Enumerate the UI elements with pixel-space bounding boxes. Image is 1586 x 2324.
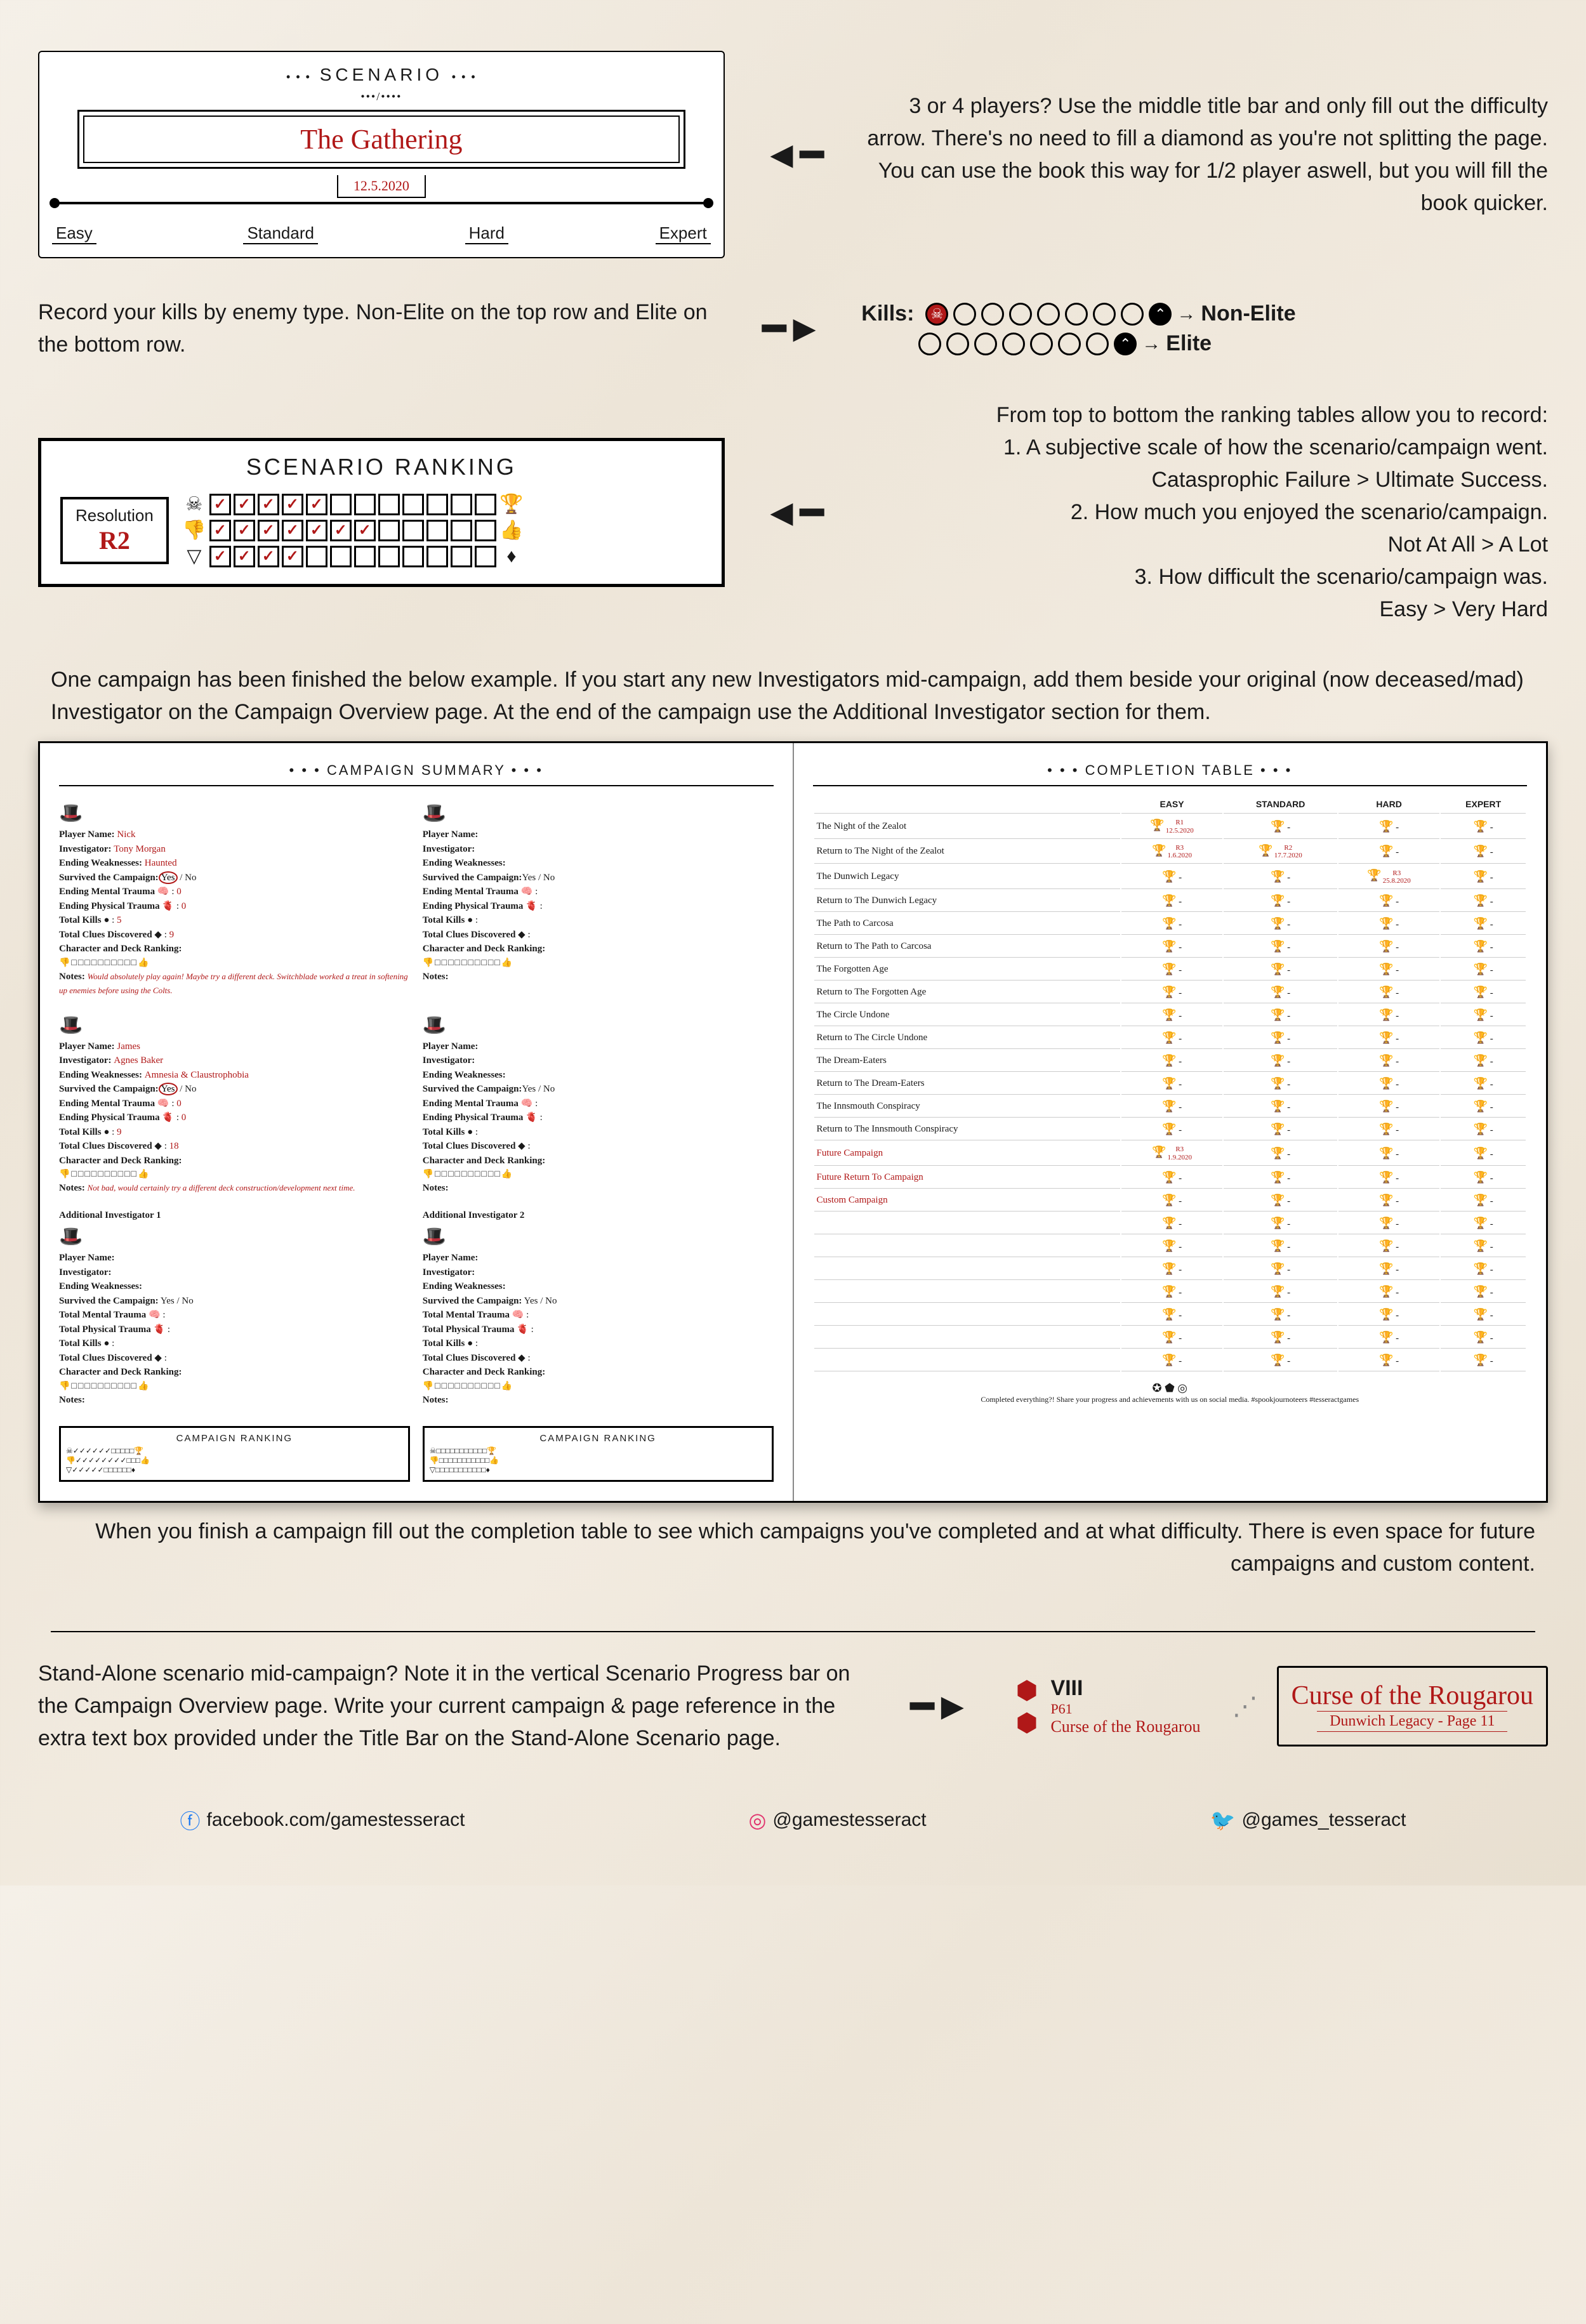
instruction-campaign-intro: One campaign has been finished the below… bbox=[51, 664, 1535, 729]
additional-investigator-block: Additional Investigator 2 🎩 Player Name:… bbox=[423, 1208, 774, 1408]
instruction-kills: Record your kills by enemy type. Non-Eli… bbox=[38, 296, 725, 361]
table-row: Return to The Dream-Eaters🏆 -🏆 -🏆 -🏆 - bbox=[814, 1073, 1526, 1095]
instagram-link[interactable]: ◎@gamestesseract bbox=[748, 1806, 926, 1835]
book-spread: • • • CAMPAIGN SUMMARY • • • 🎩 Player Na… bbox=[38, 741, 1548, 1503]
table-row: Future Campaign🏆R31.9.2020🏆 -🏆 -🏆 - bbox=[814, 1142, 1526, 1166]
scenario-title: The Gathering bbox=[300, 124, 462, 155]
kills-row-bottom: ⌃ → Elite bbox=[918, 331, 1548, 356]
investigator-block: 🎩 Player Name: Investigator: Ending Weak… bbox=[423, 1011, 774, 1196]
arrow-left-icon: ◄━ bbox=[750, 133, 836, 177]
table-row: The Forgotten Age🏆 -🏆 -🏆 -🏆 - bbox=[814, 959, 1526, 980]
title-reference-box: Curse of the Rougarou Dunwich Legacy - P… bbox=[1277, 1666, 1548, 1746]
table-row: 🏆 -🏆 -🏆 -🏆 - bbox=[814, 1304, 1526, 1326]
table-row: The Dream-Eaters🏆 -🏆 -🏆 -🏆 - bbox=[814, 1050, 1526, 1072]
difficulty-easy: Easy bbox=[52, 223, 96, 244]
twitter-icon: 🐦 bbox=[1210, 1808, 1236, 1832]
table-row: 🏆 -🏆 -🏆 -🏆 - bbox=[814, 1213, 1526, 1234]
table-row: Return to The Forgotten Age🏆 -🏆 -🏆 -🏆 - bbox=[814, 982, 1526, 1003]
hex-icon: ⬢ bbox=[1016, 1675, 1038, 1705]
arrow-left-icon: ◄━ bbox=[750, 491, 836, 535]
table-row: Future Return To Campaign🏆 -🏆 -🏆 -🏆 - bbox=[814, 1167, 1526, 1189]
table-row: 🏆 -🏆 -🏆 -🏆 - bbox=[814, 1236, 1526, 1257]
table-row: Return to The Circle Undone🏆 -🏆 -🏆 -🏆 - bbox=[814, 1027, 1526, 1049]
table-row: The Circle Undone🏆 -🏆 -🏆 -🏆 - bbox=[814, 1005, 1526, 1026]
chevron-double-icon: ⌃ bbox=[1114, 333, 1137, 355]
investigator-block: 🎩 Player Name: Investigator: Ending Weak… bbox=[423, 799, 774, 998]
arrow-right-icon: ━► bbox=[898, 1684, 984, 1729]
instruction-standalone: Stand-Alone scenario mid-campaign? Note … bbox=[38, 1658, 879, 1755]
kills-row-top: Kills: ☠ ⌃ → Non-Elite bbox=[861, 301, 1548, 326]
table-row: Return to The Night of the Zealot🏆R31.6.… bbox=[814, 840, 1526, 864]
instruction-players: 3 or 4 players? Use the middle title bar… bbox=[861, 90, 1548, 220]
difficulty-standard: Standard bbox=[243, 223, 318, 244]
instagram-icon: ◎ bbox=[748, 1808, 766, 1832]
scenario-date: 12.5.2020 bbox=[337, 175, 426, 198]
instruction-completion: When you finish a campaign fill out the … bbox=[51, 1515, 1535, 1580]
deco-bar bbox=[52, 202, 711, 204]
difficulty-expert: Expert bbox=[656, 223, 711, 244]
arrow-right-icon: ━► bbox=[750, 307, 836, 351]
scenario-header: • • • SCENARIO • • • bbox=[52, 65, 711, 85]
rank-row: ☠✓✓✓✓✓🏆 bbox=[182, 493, 703, 515]
book-page-right: • • • COMPLETION TABLE • • • EASYSTANDAR… bbox=[794, 743, 1547, 1501]
book-page-left: • • • CAMPAIGN SUMMARY • • • 🎩 Player Na… bbox=[40, 743, 794, 1501]
table-row: 🏆 -🏆 -🏆 -🏆 - bbox=[814, 1350, 1526, 1371]
investigator-block: 🎩 Player Name: James Investigator: Agnes… bbox=[59, 1011, 410, 1196]
additional-investigator-block: Additional Investigator 1 🎩 Player Name:… bbox=[59, 1208, 410, 1408]
twitter-link[interactable]: 🐦@games_tesseract bbox=[1210, 1806, 1406, 1835]
campaign-ranking-mini: CAMPAIGN RANKING ☠✓✓✓✓✓✓□□□□□🏆 👎✓✓✓✓✓✓✓✓… bbox=[59, 1426, 410, 1482]
table-row: 🏆 -🏆 -🏆 -🏆 - bbox=[814, 1327, 1526, 1349]
ranking-panel: SCENARIO RANKING Resolution R2 ☠✓✓✓✓✓🏆 👎✓… bbox=[38, 438, 725, 587]
instruction-ranking: From top to bottom the ranking tables al… bbox=[861, 399, 1548, 626]
rank-row: 👎✓✓✓✓✓✓✓👍 bbox=[182, 519, 703, 541]
completion-footer: ✪ ⬟ ◎ Completed everything?! Share your … bbox=[813, 1382, 1528, 1404]
difficulty-row: Easy Standard Hard Expert bbox=[52, 223, 711, 244]
socials-row: ⓕfacebook.com/gamestesseract ◎@gamestess… bbox=[38, 1806, 1548, 1835]
difficulty-hard: Hard bbox=[465, 223, 508, 244]
title-bar: The Gathering bbox=[77, 110, 685, 169]
table-row: The Night of the Zealot🏆R112.5.2020🏆 -🏆 … bbox=[814, 815, 1526, 839]
campaign-ranking-mini: CAMPAIGN RANKING ☠□□□□□□□□□□□🏆 👎□□□□□□□□… bbox=[423, 1426, 774, 1482]
rank-row: ▽✓✓✓✓♦ bbox=[182, 545, 703, 567]
table-row: The Path to Carcosa🏆 -🏆 -🏆 -🏆 - bbox=[814, 913, 1526, 935]
facebook-link[interactable]: ⓕfacebook.com/gamestesseract bbox=[180, 1806, 465, 1835]
table-row: The Dunwich Legacy🏆 -🏆 -🏆R325.8.2020🏆 - bbox=[814, 865, 1526, 889]
skull-icon: ☠ bbox=[925, 303, 948, 326]
resolution-box: Resolution R2 bbox=[60, 497, 169, 564]
scenario-panel: • • • SCENARIO • • • •••/•••• The Gather… bbox=[38, 51, 725, 258]
completion-table: EASYSTANDARDHARDEXPERTThe Night of the Z… bbox=[813, 794, 1528, 1373]
investigator-block: 🎩 Player Name: Nick Investigator: Tony M… bbox=[59, 799, 410, 998]
ranking-title: SCENARIO RANKING bbox=[60, 454, 703, 480]
table-row: Return to The Path to Carcosa🏆 -🏆 -🏆 -🏆 … bbox=[814, 936, 1526, 958]
roman-numeral: VIII bbox=[1050, 1676, 1200, 1701]
chevron-up-icon: ⌃ bbox=[1149, 303, 1172, 326]
deco-dots: •••/•••• bbox=[52, 90, 711, 103]
progress-box: ⬢ ⬢ VIII P61 Curse of the Rougarou bbox=[1003, 1663, 1213, 1750]
table-row: 🏆 -🏆 -🏆 -🏆 - bbox=[814, 1281, 1526, 1303]
table-row: The Innsmouth Conspiracy🏆 -🏆 -🏆 -🏆 - bbox=[814, 1096, 1526, 1118]
table-row: Return to The Innsmouth Conspiracy🏆 -🏆 -… bbox=[814, 1119, 1526, 1140]
table-row: 🏆 -🏆 -🏆 -🏆 - bbox=[814, 1258, 1526, 1280]
table-row: Custom Campaign🏆 -🏆 -🏆 -🏆 - bbox=[814, 1190, 1526, 1212]
facebook-icon: ⓕ bbox=[180, 1806, 201, 1835]
table-row: Return to The Dunwich Legacy🏆 -🏆 -🏆 -🏆 - bbox=[814, 890, 1526, 912]
hex-icon: ⬢ bbox=[1016, 1708, 1038, 1738]
